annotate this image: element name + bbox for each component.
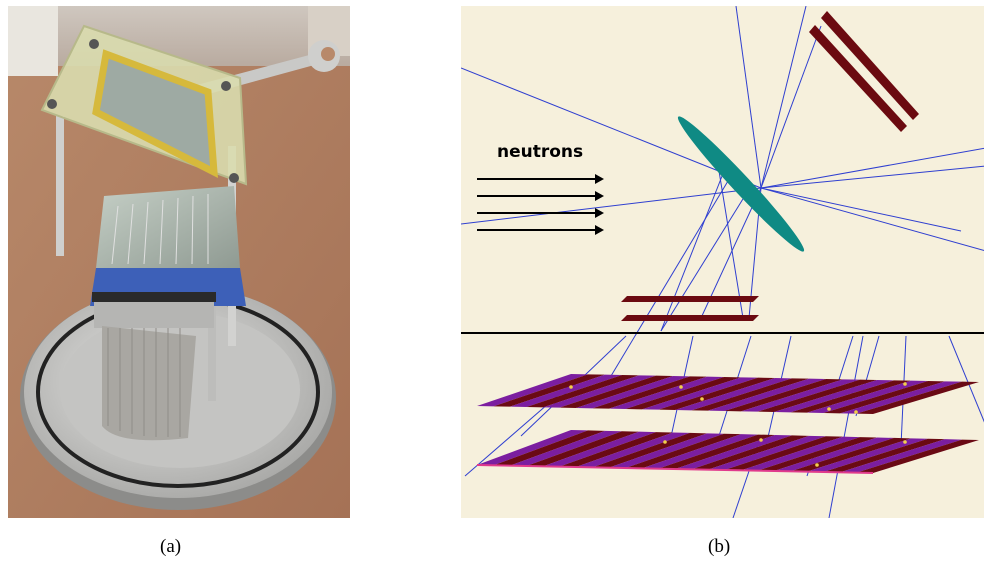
plane-stripe	[741, 379, 860, 412]
plane-stripe	[493, 374, 605, 407]
plane-stripe	[543, 431, 656, 467]
plane-stripe	[856, 439, 979, 473]
plane-stripe	[526, 375, 639, 408]
plane-stripe	[576, 376, 690, 409]
plane-stripe	[576, 432, 690, 468]
plane-stripe	[675, 378, 792, 411]
plane-stripe	[757, 437, 877, 471]
plane-stripe	[642, 377, 758, 410]
plane-stripe	[757, 379, 877, 412]
plane-stripe	[823, 438, 945, 473]
plane-stripe	[592, 432, 707, 468]
plane-stripe	[477, 374, 588, 407]
plane-stripe	[774, 380, 894, 413]
plane-stripe	[691, 378, 809, 411]
detector-plane-upper	[477, 374, 979, 414]
hit-points	[569, 382, 907, 467]
plane-stripe	[526, 431, 639, 467]
plane-stripe	[543, 375, 656, 408]
plane-stripe	[477, 430, 588, 466]
photo-panel	[8, 6, 350, 518]
plane-stripe	[510, 374, 622, 407]
plane-stripe	[708, 435, 826, 470]
plane-stripe	[625, 377, 741, 410]
plane-stripe	[642, 434, 758, 469]
plane-stripe	[807, 438, 928, 472]
sample-ellipse	[677, 116, 805, 252]
plane-stripe	[724, 436, 843, 471]
ribbon-cable	[92, 292, 216, 441]
plane-stripe	[774, 437, 894, 472]
plane-stripe	[658, 434, 775, 469]
plane-stripe	[840, 439, 962, 473]
plane-stripe	[559, 375, 673, 408]
plane-stripe	[510, 430, 622, 466]
plane-stripe	[823, 381, 945, 414]
simulation-panel: neutrons	[461, 6, 984, 518]
caption-b: (b)	[708, 536, 731, 557]
plane-stripe	[708, 378, 826, 411]
plane-stripe	[675, 435, 792, 470]
plane-stripe	[592, 376, 707, 409]
sample-frame	[40, 24, 248, 186]
plane-stripe	[840, 381, 962, 414]
plane-stripe	[559, 432, 673, 467]
plane-edge	[476, 464, 874, 474]
detector-photo	[8, 6, 350, 518]
plane-stripe	[856, 381, 979, 414]
plane-stripe	[741, 436, 860, 471]
plane-stripe	[493, 430, 605, 466]
simulation-rendering: neutrons	[461, 6, 984, 518]
caption-a: (a)	[160, 536, 182, 557]
plane-stripe	[609, 433, 724, 468]
plane-stripe	[724, 379, 843, 412]
neutrons-label: neutrons	[497, 142, 583, 162]
detector-plane-lower	[476, 430, 979, 474]
plane-stripe	[691, 435, 809, 470]
plane-stripe	[658, 377, 775, 410]
plane-stripe	[790, 437, 911, 472]
plane-stripe	[625, 433, 741, 469]
plane-stripe	[609, 376, 724, 409]
plane-stripe	[790, 380, 911, 413]
detector-strips-middle	[621, 296, 759, 321]
detector-strips-upper	[809, 11, 919, 132]
neutron-arrow-icon	[477, 174, 604, 235]
plane-stripe	[807, 380, 928, 413]
